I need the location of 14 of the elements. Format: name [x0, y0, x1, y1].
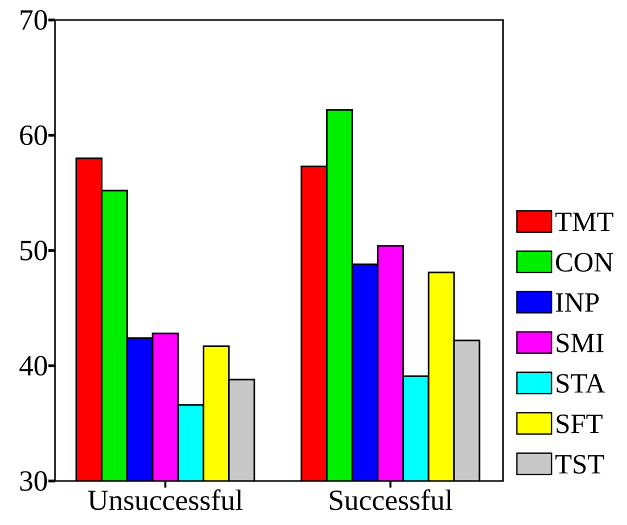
- legend-label: TMT: [555, 212, 614, 231]
- y-tick-label: 50: [20, 240, 47, 260]
- legend-label: SFT: [556, 414, 602, 434]
- y-tick-label: 70: [20, 10, 47, 30]
- legend-label: TST: [555, 454, 604, 474]
- x-tick-label: Successful: [330, 489, 452, 510]
- legend-label: STA: [556, 374, 606, 393]
- y-tick-label: 60: [20, 125, 47, 146]
- y-tick-label: 30: [20, 471, 47, 491]
- y-tick-label: 40: [19, 356, 47, 376]
- legend-label: SMI: [556, 334, 604, 352]
- legend-label: CON: [556, 252, 614, 272]
- legend-label: INP: [556, 293, 599, 312]
- x-tick-label: Unsuccessful: [88, 489, 243, 510]
